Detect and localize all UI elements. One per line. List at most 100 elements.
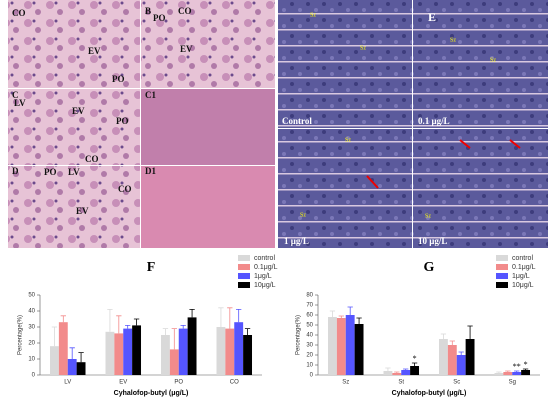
bar xyxy=(503,372,513,375)
error-bar xyxy=(236,309,242,323)
cell-label: Sz xyxy=(490,57,496,63)
bar xyxy=(67,359,77,375)
panel-label: PO xyxy=(116,116,129,126)
legend-swatch xyxy=(496,255,508,261)
error-bar xyxy=(338,315,344,318)
x-tick-label: Sz xyxy=(342,380,349,386)
y-tick-label: 40 xyxy=(28,309,35,315)
bar xyxy=(243,335,253,375)
error-bar xyxy=(51,326,58,347)
bar xyxy=(234,322,244,375)
error-bar xyxy=(449,340,455,345)
panel-c xyxy=(8,89,140,165)
panel-label: C xyxy=(12,90,19,100)
y-tick-label: 20 xyxy=(28,341,35,347)
bar xyxy=(58,322,68,375)
error-bar xyxy=(458,351,464,355)
legend-swatch xyxy=(238,282,250,288)
arrow xyxy=(459,139,471,149)
bar xyxy=(123,328,133,375)
error-bar xyxy=(394,371,400,373)
bar xyxy=(216,327,226,375)
panel-label: 10 μg/L xyxy=(418,236,447,246)
chart-title: F xyxy=(147,260,156,275)
legend-swatch xyxy=(238,255,250,261)
x-tick-label: EV xyxy=(119,380,127,386)
bar xyxy=(438,339,448,375)
panel-label: CO xyxy=(85,154,99,164)
error-bar xyxy=(347,306,353,315)
bar xyxy=(132,325,142,375)
significance-label: ** xyxy=(513,362,521,371)
error-bar xyxy=(107,309,113,332)
error-bar xyxy=(496,371,502,373)
legend-label: 0.1μg/L xyxy=(512,264,536,271)
error-bar xyxy=(329,310,336,317)
bar xyxy=(494,373,504,375)
bar xyxy=(410,366,420,375)
error-bar xyxy=(403,368,409,370)
y-tick-label: 50 xyxy=(306,323,313,329)
y-tick-label: 0 xyxy=(32,373,36,379)
error-bar xyxy=(69,347,75,359)
error-bar xyxy=(171,328,177,350)
y-tick-label: 50 xyxy=(28,293,35,299)
error-bar xyxy=(385,367,391,371)
panel-label: PO xyxy=(44,167,57,177)
panel-label: EV xyxy=(72,106,85,116)
legend-swatch xyxy=(238,264,250,270)
x-tick-label: PO xyxy=(174,380,183,386)
y-tick-label: 80 xyxy=(306,293,313,299)
error-bar xyxy=(116,315,122,334)
y-tick-label: 10 xyxy=(28,357,35,363)
error-bar xyxy=(125,325,131,329)
bar xyxy=(76,362,86,375)
cell-label: Sz xyxy=(425,213,431,219)
legend-label: 1μg/L xyxy=(254,273,272,280)
panel-label: EV xyxy=(76,206,89,216)
x-tick-label: LV xyxy=(64,380,71,386)
arrow xyxy=(366,175,379,189)
bar xyxy=(187,317,197,375)
y-tick-label: 60 xyxy=(306,313,313,319)
panel-d xyxy=(8,166,140,248)
bar xyxy=(456,355,466,375)
error-bar xyxy=(60,315,66,323)
error-bar xyxy=(180,325,186,329)
panel-label: Control xyxy=(282,116,312,126)
y-tick-label: 30 xyxy=(306,343,313,349)
panel-label: CO xyxy=(12,8,26,18)
y-tick-label: 10 xyxy=(306,363,313,369)
x-tick-label: CO xyxy=(230,380,239,386)
legend-label: control xyxy=(512,255,533,262)
significance-label: * xyxy=(524,360,528,369)
error-bar xyxy=(514,370,520,372)
bar xyxy=(383,371,393,375)
error-bar xyxy=(78,352,84,363)
error-bar xyxy=(162,328,169,335)
x-tick-label: Sg xyxy=(509,380,516,386)
bar xyxy=(327,317,337,375)
panel-e-01 xyxy=(413,0,548,128)
panel-label: 0.1 μg/L xyxy=(418,116,450,126)
error-bar xyxy=(522,368,529,370)
bar xyxy=(160,335,170,375)
cell-label: Sz xyxy=(450,37,456,43)
error-bar xyxy=(189,309,195,318)
panel-label: E xyxy=(428,10,436,24)
panel-e-10 xyxy=(413,129,548,248)
panel-label: CO xyxy=(178,6,192,16)
panel-label: EV xyxy=(88,46,101,56)
cell-label: Sz xyxy=(310,12,316,18)
bar xyxy=(447,345,457,375)
error-bar xyxy=(133,318,140,326)
panel-label: PO xyxy=(112,74,125,84)
bar xyxy=(169,349,179,375)
cell-label: Sz xyxy=(360,45,366,51)
y-tick-label: 40 xyxy=(306,333,313,339)
bar xyxy=(345,315,355,375)
bar xyxy=(49,346,59,375)
panel-e-control xyxy=(278,0,412,128)
y-tick-label: 0 xyxy=(310,373,314,379)
